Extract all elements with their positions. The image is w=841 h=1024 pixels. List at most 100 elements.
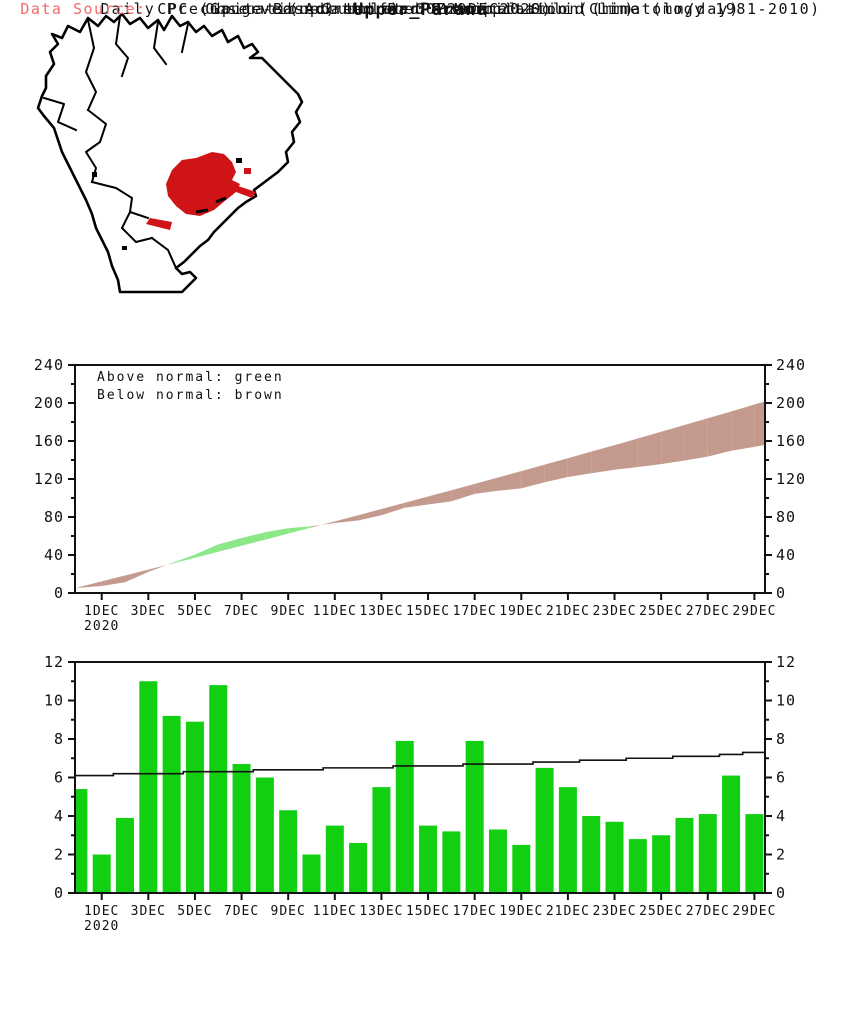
- y-axis-label-left: 120: [34, 470, 64, 488]
- y-axis-label-left: 12: [44, 653, 64, 671]
- page-title: Upper_Parana: [353, 0, 488, 20]
- y-axis-label-right: 160: [776, 432, 806, 450]
- daily-bar: [652, 835, 671, 893]
- legend-below-normal: Below normal: brown: [97, 388, 284, 403]
- daily-bar: [279, 810, 298, 893]
- band-segment-below-normal: [637, 431, 662, 468]
- x-axis-label: 11DEC: [313, 604, 357, 619]
- accum-chart-plot: 0 0 40 40 80 80 120 120 160 160 200 200 240 240 1DEC20…: [34, 356, 806, 634]
- band-segment-above-normal: [288, 526, 312, 534]
- daily-bar: [325, 825, 344, 893]
- y-axis-label-left: 240: [34, 356, 64, 374]
- updated-line: (updated on 00Z29DEC2020): [288, 0, 553, 18]
- y-axis-label-left: 10: [44, 692, 64, 710]
- daily-bar: [76, 789, 88, 893]
- x-axis-label: 23DEC: [592, 904, 636, 919]
- daily-bar: [92, 854, 111, 893]
- band-segment-above-normal: [264, 528, 289, 540]
- band-segment-above-normal: [194, 544, 219, 558]
- x-axis-label: 23DEC: [592, 604, 636, 619]
- daily-bar: [488, 829, 507, 893]
- band-segment-below-normal: [428, 490, 452, 505]
- y-axis-label-right: 0: [776, 884, 786, 902]
- band-segment-below-normal: [381, 502, 405, 516]
- country-borders: [42, 14, 190, 270]
- daily-bar: [185, 721, 204, 893]
- x-axis-label: 19DEC: [499, 604, 543, 619]
- plot-frame: [74, 364, 766, 594]
- band-segment-below-normal: [661, 425, 685, 465]
- x-axis-year-label: 2020: [84, 619, 119, 634]
- y-axis-label-right: 240: [776, 356, 806, 374]
- y-axis-label-left: 2: [54, 846, 64, 864]
- accum-chart-legend: Above normal: green Below normal: brown: [97, 369, 284, 405]
- band-segment-below-normal: [521, 464, 545, 489]
- daily-bar: [698, 814, 717, 893]
- daily-bar: [465, 740, 484, 893]
- y-axis-label-right: 4: [776, 807, 786, 825]
- x-axis-label: 5DEC: [177, 904, 212, 919]
- band-segment-below-normal: [544, 458, 568, 483]
- x-axis-label: 17DEC: [453, 604, 497, 619]
- x-axis-label: 17DEC: [453, 904, 497, 919]
- x-axis-label: 27DEC: [686, 604, 730, 619]
- y-axis-label-left: 0: [54, 884, 64, 902]
- x-axis-label: 11DEC: [313, 904, 357, 919]
- daily-bar: [605, 821, 624, 893]
- x-axis-label: 21DEC: [546, 904, 590, 919]
- daily-bars: [76, 681, 764, 893]
- band-segment-below-normal: [591, 445, 615, 474]
- daily-bar: [582, 816, 601, 893]
- y-axis-label-right: 120: [776, 470, 806, 488]
- daily-bar: [722, 775, 741, 893]
- daily-bar: [419, 825, 438, 893]
- band-segment-below-normal: [567, 451, 592, 478]
- data-source-text: CPC (Gauge-Based) Unified Precipitation …: [157, 0, 821, 18]
- y-axis-label-left: 4: [54, 807, 64, 825]
- x-axis-label: 25DEC: [639, 904, 683, 919]
- y-axis-label-right: 10: [776, 692, 796, 710]
- x-axis-label: 19DEC: [499, 904, 543, 919]
- data-source-label: Data Source:: [20, 0, 147, 18]
- daily-bar: [535, 767, 554, 893]
- accum-band: [75, 401, 765, 593]
- daily-bar: [302, 854, 321, 893]
- daily-bar: [232, 764, 251, 893]
- continent-outline: [36, 12, 304, 294]
- x-axis-label: 7DEC: [224, 604, 259, 619]
- daily-bar: [349, 842, 368, 893]
- south-america-map: [36, 12, 304, 294]
- x-axis-label: 13DEC: [359, 904, 403, 919]
- y-axis-label-right: 8: [776, 730, 786, 748]
- x-axis-year-label: 2020: [84, 919, 119, 934]
- daily-bar: [395, 740, 414, 893]
- y-axis-label-right: 2: [776, 846, 786, 864]
- y-axis-label-left: 40: [44, 546, 64, 564]
- daily-bar: [116, 817, 135, 893]
- y-axis-label-right: 6: [776, 769, 786, 787]
- accum-chart-title: Observed Accumulated Precipitation (mm): [205, 0, 636, 18]
- band-segment-below-normal: [754, 401, 765, 447]
- daily-bar: [162, 715, 181, 893]
- x-axis-label: 25DEC: [639, 604, 683, 619]
- band-segment-below-normal: [451, 483, 475, 502]
- y-axis-label-left: 200: [34, 394, 64, 412]
- map-detail-marks: [195, 196, 227, 214]
- band-segment-below-normal: [474, 477, 498, 494]
- daily-bar: [209, 685, 228, 893]
- x-axis-label: 21DEC: [546, 604, 590, 619]
- y-axis-label-left: 160: [34, 432, 64, 450]
- daily-bar: [512, 844, 531, 893]
- x-axis-label: 9DEC: [271, 604, 306, 619]
- x-axis-label: 9DEC: [271, 904, 306, 919]
- band-segment-above-normal: [171, 554, 195, 564]
- y-axis-label-left: 6: [54, 769, 64, 787]
- daily-bar: [372, 787, 391, 893]
- band-segment-below-normal: [731, 404, 755, 451]
- band-segment-below-normal: [334, 515, 359, 523]
- band-segment-below-normal: [148, 563, 172, 572]
- y-axis-label-left: 0: [54, 584, 64, 602]
- band-segment-below-normal: [311, 521, 335, 528]
- x-axis-label: 7DEC: [224, 904, 259, 919]
